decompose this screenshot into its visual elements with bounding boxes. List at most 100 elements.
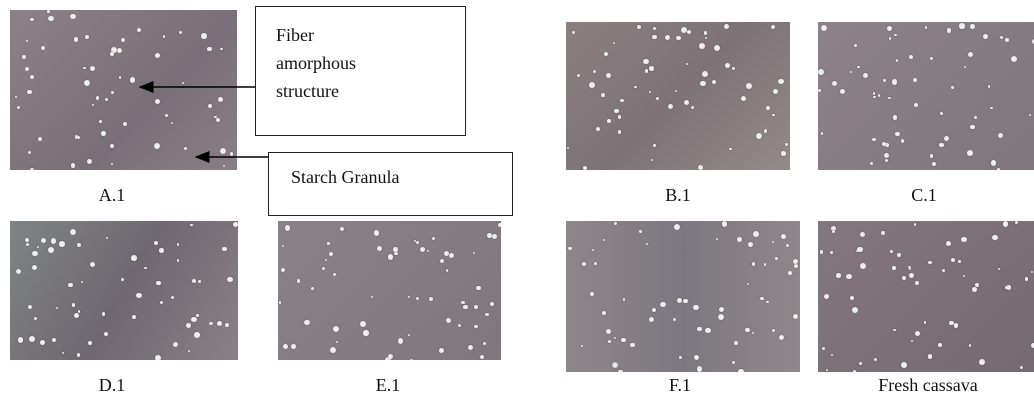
granule [207, 47, 212, 52]
granule [675, 90, 677, 92]
granule [679, 356, 681, 358]
granule [463, 305, 468, 310]
granule [618, 370, 623, 372]
granule [41, 46, 46, 51]
granule [888, 97, 891, 100]
granule [702, 71, 708, 77]
granule [327, 242, 329, 244]
granule [377, 246, 383, 252]
granule [92, 104, 94, 106]
granule [863, 73, 868, 78]
granule [613, 363, 617, 367]
granule [630, 343, 635, 348]
granule [772, 241, 774, 243]
micrograph [566, 22, 790, 170]
granule [772, 329, 775, 332]
granule [77, 243, 81, 247]
granule [668, 104, 673, 109]
granule [618, 130, 621, 133]
granule [756, 133, 762, 139]
granule [901, 362, 907, 368]
granule [190, 224, 192, 226]
granule [602, 311, 606, 315]
granule [198, 280, 202, 284]
granule [822, 347, 825, 350]
granule [649, 66, 654, 71]
granule [281, 268, 285, 272]
granule [485, 313, 489, 317]
granule [394, 252, 397, 255]
granule [653, 144, 655, 146]
panel-label: E.1 [288, 375, 488, 396]
granule [913, 78, 917, 82]
granule [860, 263, 866, 269]
granule [914, 223, 916, 225]
granule [427, 250, 429, 252]
granule [52, 338, 56, 342]
granule [25, 238, 29, 242]
granule [924, 321, 926, 323]
granule [673, 318, 676, 321]
granule [714, 45, 720, 51]
granule [990, 107, 993, 110]
granule [41, 238, 46, 243]
granule [27, 90, 32, 95]
granule [123, 122, 127, 126]
granule [712, 80, 716, 84]
granule [716, 238, 718, 240]
granule [911, 340, 913, 342]
granule [725, 63, 730, 68]
granule [614, 222, 617, 225]
granule [915, 281, 919, 285]
granule [222, 247, 227, 252]
granule [223, 165, 225, 167]
granule [78, 310, 81, 313]
granule [131, 255, 137, 261]
granule [718, 314, 724, 320]
granule [325, 259, 327, 261]
granule [1020, 366, 1023, 369]
granule [311, 287, 314, 290]
granule [722, 221, 728, 227]
granule [474, 325, 477, 328]
granule [227, 277, 232, 282]
granule [408, 334, 410, 336]
granule [225, 323, 229, 327]
granule [291, 344, 296, 349]
granule [398, 338, 404, 344]
granule [461, 301, 465, 305]
granule [686, 63, 688, 65]
granule [137, 28, 141, 32]
granule [74, 313, 79, 318]
granule [889, 37, 891, 39]
granule [74, 37, 79, 42]
granule [155, 355, 161, 360]
granule [961, 237, 966, 242]
granule [771, 25, 775, 29]
granule [568, 247, 572, 251]
granule [746, 83, 752, 89]
granule [766, 106, 770, 110]
granule [56, 307, 58, 309]
granule [111, 163, 113, 165]
granule [859, 362, 862, 365]
granule [639, 230, 642, 233]
granule [645, 69, 648, 72]
granule [970, 125, 974, 129]
granule [163, 35, 166, 38]
granule [857, 247, 862, 252]
granule [119, 76, 121, 78]
granule [446, 269, 449, 272]
granule [62, 352, 64, 354]
granule [32, 251, 38, 257]
granule [930, 154, 934, 158]
granule [583, 166, 587, 170]
granule [38, 137, 42, 141]
granule [220, 48, 222, 50]
granule [940, 112, 943, 115]
granule [182, 82, 184, 84]
granule [217, 321, 222, 326]
granule [416, 241, 419, 244]
granule [694, 355, 699, 360]
granule [1031, 271, 1033, 273]
